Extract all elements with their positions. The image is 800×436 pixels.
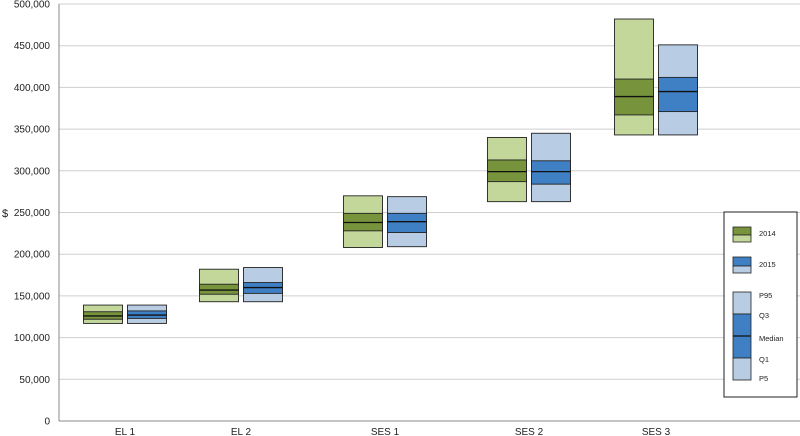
box-2014-ses-3 xyxy=(614,18,654,136)
y-tick-label: 100,000 xyxy=(14,333,51,344)
y-tick-label: 300,000 xyxy=(14,166,51,177)
x-tick-label: SES 3 xyxy=(642,427,671,436)
box-outer-range xyxy=(614,18,654,136)
legend-key-q1-p5 xyxy=(732,357,752,381)
y-tick-label: 50,000 xyxy=(19,375,50,386)
box-interquartile xyxy=(199,283,239,295)
box-2015-el-1 xyxy=(127,304,167,324)
x-tick-label: SES 1 xyxy=(371,427,400,436)
y-tick-label: 500,000 xyxy=(14,0,51,11)
box-interquartile xyxy=(658,76,698,113)
y-axis-label: $ xyxy=(2,208,8,220)
box-2015-el-2 xyxy=(243,267,283,303)
box-2014-ses-2 xyxy=(487,136,527,203)
legend-label-2015: 2015 xyxy=(759,260,776,269)
boxes xyxy=(83,18,698,324)
legend-swatch-2015-lower xyxy=(732,265,752,274)
y-tick-label: 400,000 xyxy=(14,83,51,94)
box-2014-el-2 xyxy=(199,268,239,303)
box-2015-ses-2 xyxy=(531,132,571,203)
x-tick-label: SES 2 xyxy=(515,427,544,436)
box-interquartile xyxy=(531,160,571,185)
legend-label-q1: Q1 xyxy=(759,355,769,364)
box-interquartile xyxy=(387,212,427,233)
legend-label-p5: P5 xyxy=(759,374,768,383)
y-tick-label: 350,000 xyxy=(14,125,51,136)
x-tick-label: EL 2 xyxy=(231,427,252,436)
legend-label-median: Median xyxy=(759,334,784,343)
x-tick-labels: EL 1 EL 2 SES 1 SES 2 SES 3 xyxy=(115,427,671,436)
box-2015-ses-1 xyxy=(387,196,427,248)
y-tick-label: 150,000 xyxy=(14,291,51,302)
y-tick-label: 250,000 xyxy=(14,208,51,219)
y-tick-label: 450,000 xyxy=(14,41,51,52)
box-2014-el-1 xyxy=(83,304,123,324)
axes xyxy=(58,4,800,422)
legend-swatch-2014-lower xyxy=(732,234,752,243)
legend-label-2014: 2014 xyxy=(759,229,776,238)
legend-label-q3: Q3 xyxy=(759,311,769,320)
legend-label-p95: P95 xyxy=(759,291,772,300)
y-tick-label: 200,000 xyxy=(14,250,51,261)
box-interquartile xyxy=(487,159,527,183)
gridlines xyxy=(59,3,800,380)
y-tick-label: 0 xyxy=(44,417,50,428)
legend: 2014 2015 P95 Q3 Median Q1 P5 xyxy=(723,211,798,398)
legend-swatch-2015-upper xyxy=(732,256,752,267)
box-2014-ses-1 xyxy=(343,195,383,248)
x-tick-label: EL 1 xyxy=(115,427,136,436)
y-tick-labels: 0 50,000 100,000 150,000 200,000 250,000 300,0… xyxy=(14,0,51,428)
legend-key-p95-q3 xyxy=(732,291,752,315)
box-2015-ses-3 xyxy=(658,44,698,136)
legend-swatch-2014-upper xyxy=(732,226,752,236)
